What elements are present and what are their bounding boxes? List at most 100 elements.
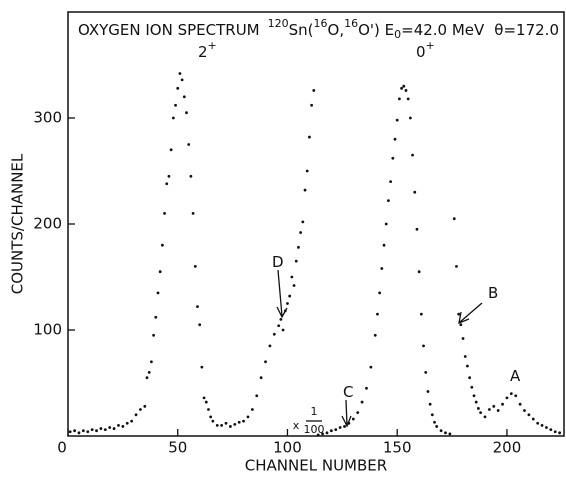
data-point: [378, 291, 382, 295]
data-point: [419, 312, 423, 316]
scale-num: 1: [311, 405, 318, 418]
data-point: [321, 432, 324, 436]
y-tick-label: 200: [33, 215, 62, 233]
data-point: [149, 360, 153, 364]
title-part: OXYGEN ION SPECTRUM: [78, 21, 260, 39]
data-point: [237, 420, 241, 424]
data-point: [158, 270, 162, 274]
data-point: [496, 409, 500, 412]
y-tick-label: 100: [33, 321, 62, 339]
data-point: [281, 328, 285, 332]
data-point: [316, 433, 320, 437]
data-point: [463, 355, 467, 358]
data-point: [369, 365, 373, 369]
plot-frame: [67, 11, 565, 437]
data-point: [73, 429, 76, 433]
data-point: [121, 425, 125, 428]
data-point: [472, 394, 476, 398]
title-part: 16: [344, 17, 358, 30]
data-point: [117, 424, 120, 427]
data-point: [202, 396, 206, 400]
data-point: [461, 337, 465, 340]
data-point: [224, 421, 228, 425]
data-point: [169, 148, 173, 152]
data-point: [112, 427, 116, 430]
data-point: [549, 428, 553, 432]
data-point: [180, 78, 184, 82]
data-point: [338, 426, 342, 429]
data-point: [272, 332, 276, 336]
data-point: [387, 199, 390, 203]
annotation: 0+: [416, 39, 435, 61]
data-point: [86, 430, 90, 434]
data-point: [505, 396, 509, 400]
data-point: [191, 212, 195, 215]
data-point: [268, 344, 272, 348]
x-tick-label: 50: [168, 439, 187, 457]
data-point: [77, 431, 81, 435]
data-point: [233, 422, 237, 426]
data-point: [99, 427, 103, 430]
data-point: [428, 402, 432, 406]
data-point: [487, 408, 491, 411]
data-point: [492, 404, 496, 408]
data-point: [292, 284, 296, 287]
data-point: [250, 408, 254, 411]
data-point: [439, 429, 443, 433]
data-point: [382, 243, 386, 247]
chart-title: OXYGEN ION SPECTRUM 120Sn(16O,16O') E0=42…: [78, 17, 559, 41]
data-point: [411, 153, 414, 157]
data-point: [325, 431, 329, 435]
data-point: [457, 312, 461, 316]
data-point: [303, 188, 307, 192]
data-point: [193, 265, 197, 268]
data-point: [351, 417, 355, 421]
annotation-text: B: [488, 284, 498, 302]
data-point: [356, 411, 360, 415]
data-point: [207, 408, 210, 411]
data-point: [509, 392, 513, 395]
data-point: [483, 415, 487, 419]
data-point: [343, 425, 346, 428]
data-point: [167, 174, 171, 178]
data-point: [259, 376, 263, 380]
data-point: [246, 415, 250, 419]
data-point: [518, 402, 522, 406]
data-point: [334, 428, 338, 432]
data-point: [444, 431, 447, 435]
data-point: [299, 231, 303, 234]
data-point: [477, 407, 480, 410]
data-point: [553, 430, 557, 434]
title-part: =42.0 MeV: [401, 21, 485, 39]
annotation-sup: +: [426, 39, 435, 52]
data-point: [288, 294, 292, 298]
annotation: D: [272, 253, 284, 271]
data-point: [152, 333, 155, 337]
data-point: [459, 323, 463, 327]
data-point: [415, 227, 419, 231]
data-point: [95, 429, 98, 433]
title-part: O,: [328, 21, 345, 39]
data-point: [452, 217, 456, 221]
title-part: 16: [314, 17, 328, 30]
data-point: [277, 324, 281, 328]
data-point: [389, 180, 393, 184]
data-point: [290, 275, 294, 279]
data-point: [130, 419, 134, 423]
data-point: [185, 111, 188, 115]
data-point: [404, 89, 408, 92]
data-point: [211, 419, 215, 423]
data-point: [178, 72, 182, 75]
data-point: [558, 431, 562, 435]
data-point: [160, 243, 164, 247]
annotation-text: C: [343, 383, 353, 401]
data-point: [384, 222, 388, 226]
x-tick-label: 200: [493, 439, 522, 457]
data-point: [479, 411, 483, 415]
data-point: [422, 344, 425, 348]
data-point: [204, 400, 208, 404]
data-point: [397, 97, 401, 101]
data-point: [143, 404, 147, 408]
data-point: [545, 426, 548, 429]
scale-den: 100: [304, 423, 325, 436]
